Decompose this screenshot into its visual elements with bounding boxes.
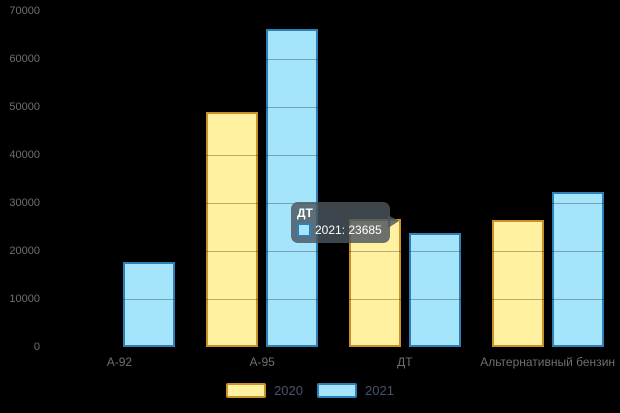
legend: 2020 2021 xyxy=(0,383,620,398)
tooltip-pointer-icon xyxy=(387,215,399,228)
y-tick-label: 60000 xyxy=(9,53,40,65)
y-tick-label: 20000 xyxy=(9,245,40,257)
bar-2021-category-2[interactable] xyxy=(409,233,461,347)
legend-swatch-icon xyxy=(226,383,267,398)
bar-2021-category-3[interactable] xyxy=(552,192,604,347)
gridline xyxy=(48,299,620,300)
y-tick-label: 30000 xyxy=(9,197,40,209)
bar-2020-category-1[interactable] xyxy=(206,112,258,347)
gridline xyxy=(48,107,620,108)
x-axis-label: А-92 xyxy=(106,355,133,369)
y-tick-label: 50000 xyxy=(9,101,40,113)
legend-label: 2021 xyxy=(365,383,394,398)
gridline xyxy=(48,155,620,156)
tooltip-value: 2021: 23685 xyxy=(315,223,382,237)
legend-item-2021[interactable]: 2021 xyxy=(317,383,394,398)
bar-2021-category-1[interactable] xyxy=(266,29,318,347)
tooltip-row: 2021: 23685 xyxy=(297,223,382,237)
bar-2021-category-0[interactable] xyxy=(123,262,175,347)
series-marker-icon xyxy=(297,223,311,237)
y-tick-label: 70000 xyxy=(9,5,40,17)
bar-2020-category-3[interactable] xyxy=(492,220,544,347)
y-tick-label: 0 xyxy=(33,341,40,353)
y-tick-label: 40000 xyxy=(9,149,40,161)
x-axis-label: ДТ xyxy=(397,355,413,369)
legend-label: 2020 xyxy=(274,383,303,398)
x-axis-label: А-95 xyxy=(249,355,275,369)
gridline xyxy=(48,59,620,60)
legend-swatch-icon xyxy=(317,383,357,398)
legend-item-2020[interactable]: 2020 xyxy=(226,383,303,398)
gridline xyxy=(48,251,620,252)
tooltip-title: ДТ xyxy=(297,206,313,220)
x-axis-label: Альтернативный бензин xyxy=(480,355,616,369)
y-tick-label: 10000 xyxy=(9,293,40,305)
tooltip: ДТ 2021: 23685 xyxy=(291,202,399,243)
